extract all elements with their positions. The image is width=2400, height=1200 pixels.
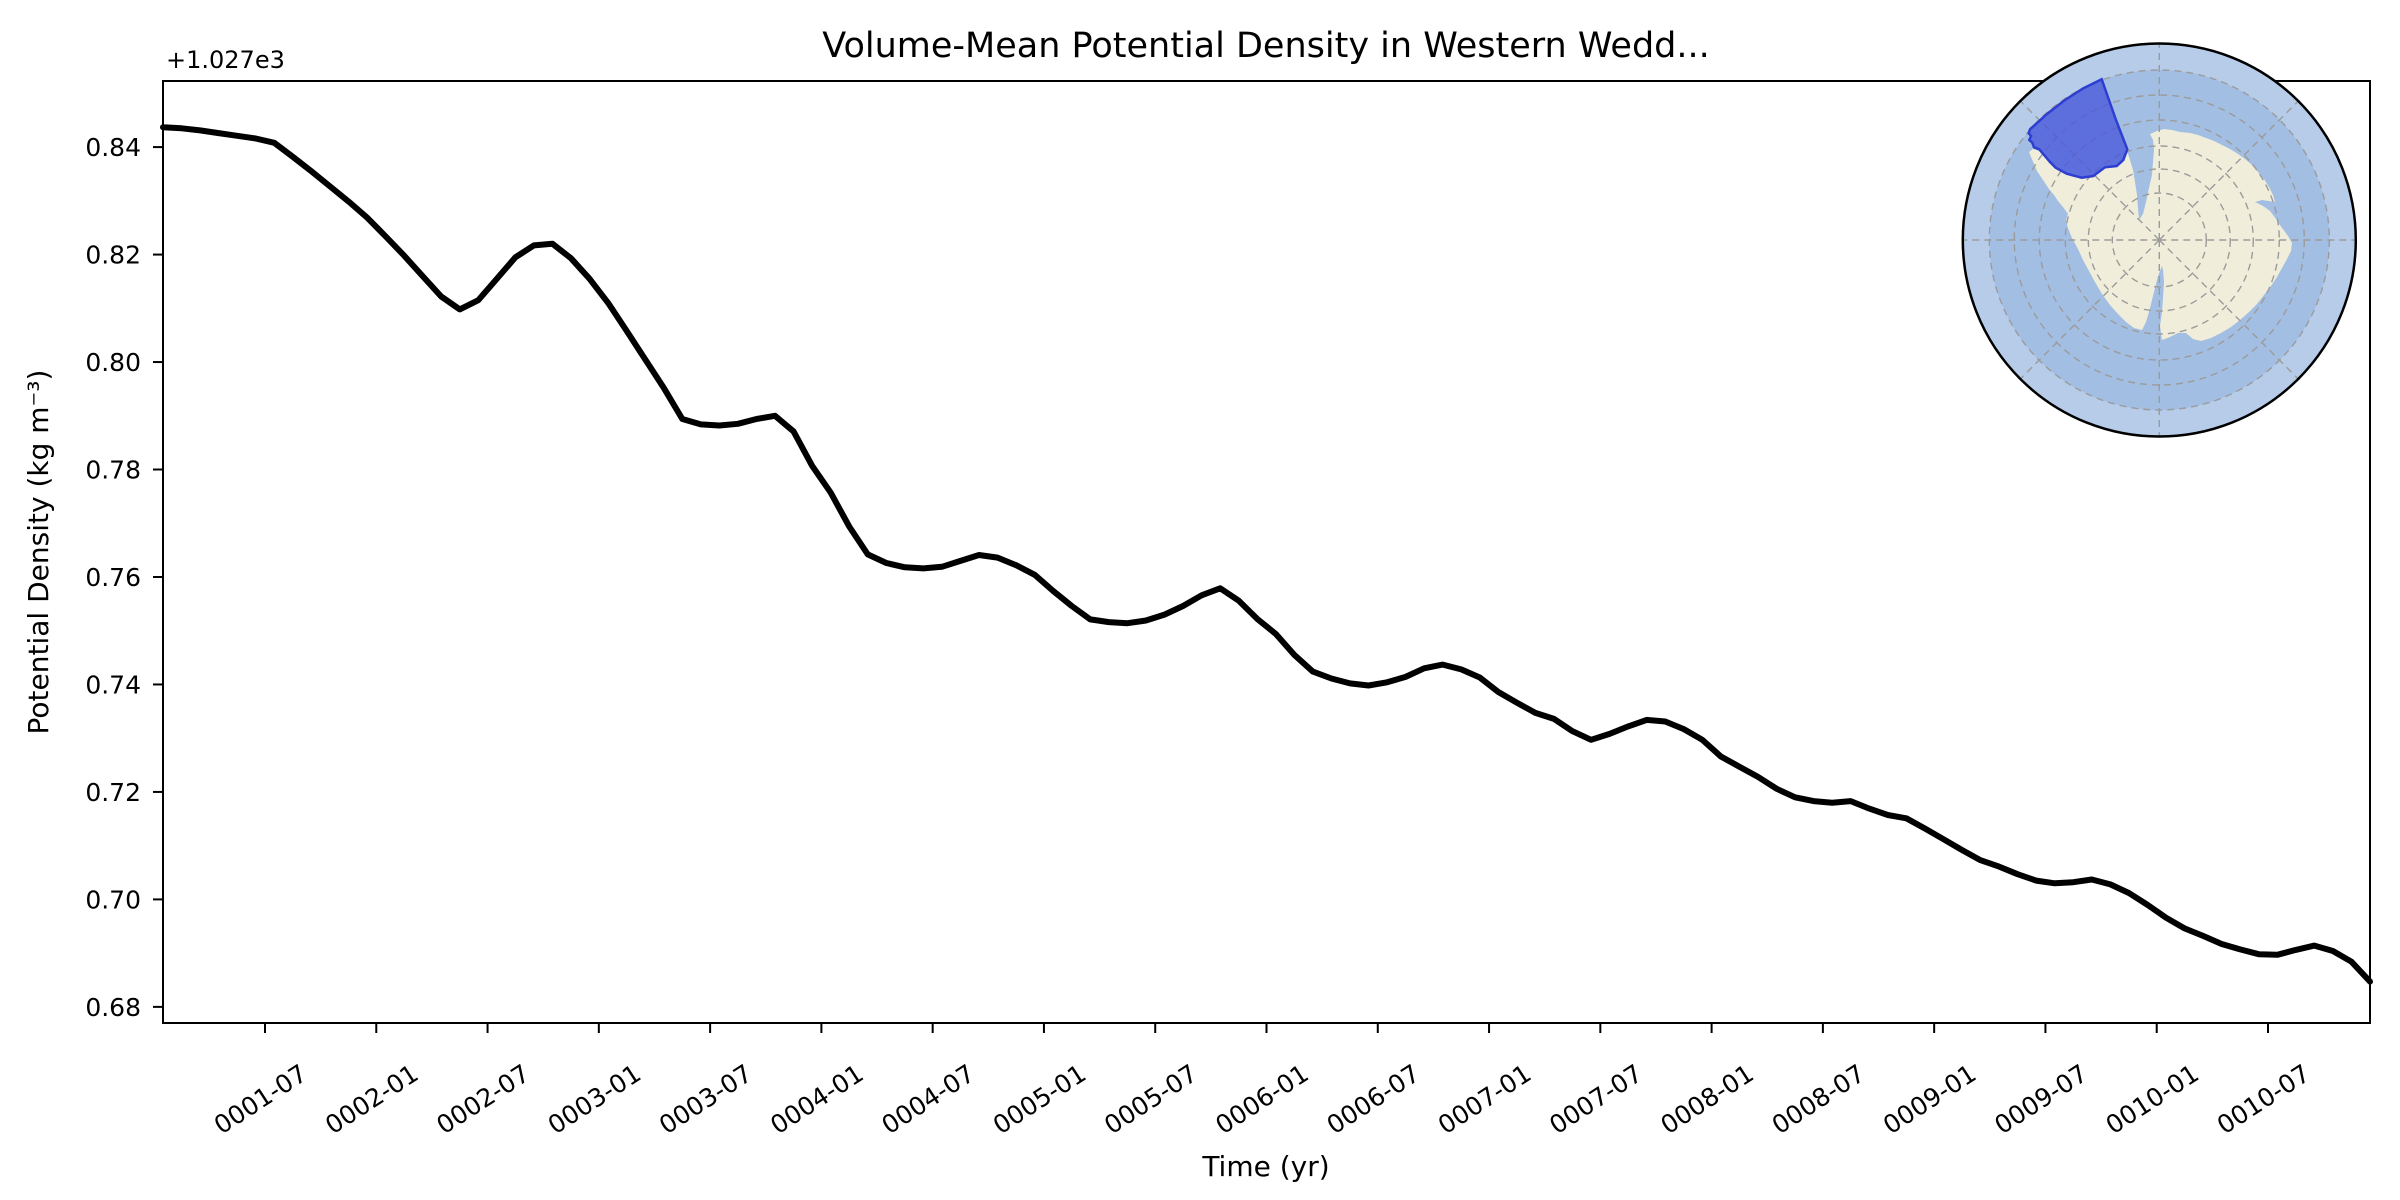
x-tick-label: 0004-01 xyxy=(765,1059,868,1140)
y-tick-label: 0.78 xyxy=(85,456,141,485)
x-tick-label: 0007-07 xyxy=(1544,1059,1647,1140)
y-axis-offset-text: +1.027e3 xyxy=(166,46,285,74)
x-tick-label: 0010-07 xyxy=(2212,1059,2315,1140)
y-tick-label: 0.74 xyxy=(85,670,141,699)
x-tick-label: 0005-07 xyxy=(1099,1059,1202,1140)
y-tick-label: 0.80 xyxy=(85,348,141,377)
antarctica-inset-map xyxy=(1961,42,2358,438)
map-rim-circle xyxy=(1961,42,2358,438)
axis-ticks xyxy=(153,146,2269,1033)
meridian-spoke xyxy=(2158,239,2299,380)
y-tick-label: 0.72 xyxy=(85,778,141,807)
y-tick-label: 0.68 xyxy=(85,993,141,1022)
x-axis-label: Time (yr) xyxy=(1201,1150,1329,1183)
x-tick-label: 0003-01 xyxy=(543,1059,646,1140)
latitude-ring xyxy=(2087,168,2232,312)
density-line-series xyxy=(160,124,2373,985)
latitude-ring xyxy=(2064,145,2255,335)
x-tick-label: 0009-01 xyxy=(1878,1059,1981,1140)
y-tick-label: 0.82 xyxy=(85,241,141,270)
y-tick-label: 0.70 xyxy=(85,885,141,914)
latitude-ring xyxy=(2111,192,2208,288)
x-tick-label: 0005-01 xyxy=(988,1059,1091,1140)
x-tick-label: 0009-07 xyxy=(1989,1059,2092,1140)
x-tick-label: 0006-01 xyxy=(1210,1059,1313,1140)
x-tick-label: 0001-07 xyxy=(209,1059,312,1140)
x-tick-label: 0004-07 xyxy=(877,1059,980,1140)
meridian-spoke xyxy=(2158,100,2299,241)
y-tick-label: 0.84 xyxy=(85,133,141,162)
x-tick-label: 0007-01 xyxy=(1433,1059,1536,1140)
x-tick-label: 0008-01 xyxy=(1655,1059,1758,1140)
x-tick-label: 0003-07 xyxy=(654,1059,757,1140)
y-axis-label: Potential Density (kg m⁻³) xyxy=(22,370,55,735)
meridian-spoke xyxy=(2019,239,2160,380)
x-tick-label: 0010-01 xyxy=(2101,1059,2204,1140)
x-tick-label: 0002-01 xyxy=(320,1059,423,1140)
x-tick-label: 0002-07 xyxy=(431,1059,534,1140)
map-graticule xyxy=(1962,43,2356,437)
axes-spines xyxy=(162,80,2371,1024)
x-tick-label: 0006-07 xyxy=(1322,1059,1425,1140)
chart-title: Volume-Mean Potential Density in Western… xyxy=(822,26,1710,66)
y-tick-label: 0.76 xyxy=(85,563,141,592)
antarctica-landmass xyxy=(2029,129,2292,341)
weddell-region-polygon xyxy=(2027,77,2129,179)
x-tick-label: 0008-07 xyxy=(1767,1059,1870,1140)
